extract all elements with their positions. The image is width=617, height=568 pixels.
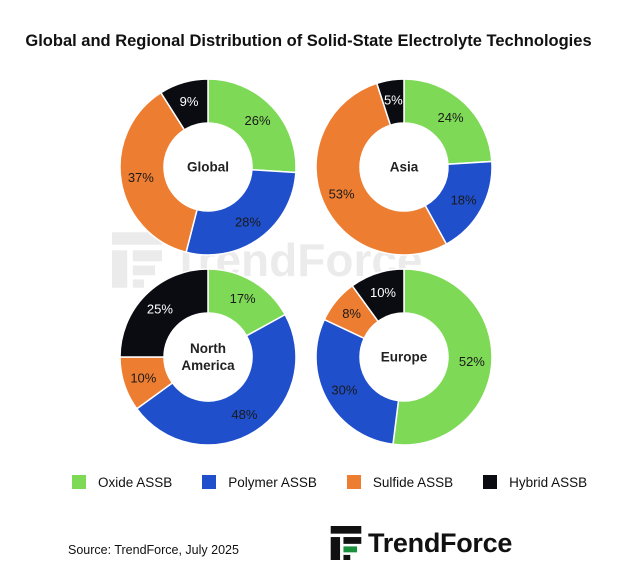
trendforce-logo: TrendForce — [330, 526, 512, 560]
data-label-global-sulfide-assb: 37% — [128, 170, 154, 185]
data-label-north-america-polymer-assb: 48% — [231, 407, 257, 422]
slice-north-america-polymer-assb — [135, 313, 297, 446]
slice-europe-polymer-assb — [315, 318, 400, 446]
slice-europe-oxide-assb — [392, 268, 493, 446]
data-label-global-hybrid-assb: 9% — [180, 94, 199, 109]
trendforce-logo-icon — [330, 526, 362, 560]
legend-label-polymer: Polymer ASSB — [228, 474, 317, 490]
legend-item-polymer: Polymer ASSB — [202, 475, 317, 490]
slice-europe-hybrid-assb — [351, 268, 405, 323]
legend-label-hybrid: Hybrid ASSB — [509, 474, 588, 490]
legend-item-sulfide: Sulfide ASSB — [346, 474, 454, 490]
legend-swatch-hybrid — [483, 475, 498, 489]
legend-item-oxide: Oxide ASSB — [72, 475, 172, 490]
data-label-asia-polymer-assb: 18% — [451, 192, 477, 207]
slice-global-hybrid-assb — [159, 78, 209, 131]
legend: Oxide ASSB Polymer ASSB Sulfide ASSB Hyb… — [72, 471, 587, 493]
chart-title: Global and Regional Distribution of Soli… — [25, 32, 592, 50]
donut-north-america: 17% 48% 10% 25% North America — [119, 268, 297, 446]
data-label-europe-sulfide-assb: 8% — [342, 306, 361, 321]
center-label-north-america-1: North — [190, 341, 226, 356]
donut-europe: 52% 30% 8% 10% Europe — [315, 268, 493, 446]
data-label-europe-polymer-assb: 30% — [331, 382, 357, 397]
legend-swatch-sulfide — [346, 475, 361, 489]
slice-global-oxide-assb — [207, 78, 297, 174]
data-label-north-america-hybrid-assb: 25% — [147, 301, 173, 316]
donut-charts: 26% 28% 37% 9% Global 24% 18% 53% 5% Asia 17% 48% 10… — [119, 78, 493, 446]
data-label-asia-oxide-assb: 24% — [438, 110, 464, 125]
slice-north-america-hybrid-assb — [119, 268, 209, 358]
center-label-north-america-2: America — [181, 358, 235, 373]
legend-swatch-oxide — [72, 475, 86, 489]
slice-asia-hybrid-assb — [375, 78, 405, 127]
donut-asia: 24% 18% 53% 5% Asia — [315, 78, 493, 256]
data-label-europe-oxide-assb: 52% — [459, 354, 485, 369]
data-label-global-polymer-assb: 28% — [235, 215, 261, 230]
data-label-north-america-sulfide-assb: 10% — [130, 371, 156, 386]
source-note: Source: TrendForce, July 2025 — [68, 543, 239, 557]
logo-text: TrendForce — [368, 527, 513, 558]
data-label-asia-hybrid-assb: 5% — [384, 92, 403, 107]
data-label-asia-sulfide-assb: 53% — [329, 187, 355, 202]
donut-global: 26% 28% 37% 9% Global — [119, 78, 297, 256]
legend-item-hybrid: Hybrid ASSB — [483, 475, 587, 490]
center-label-europe: Europe — [381, 350, 428, 365]
slice-global-sulfide-assb — [119, 91, 198, 254]
slice-global-polymer-assb — [185, 168, 297, 256]
data-label-global-oxide-assb: 26% — [245, 113, 271, 128]
center-label-global: Global — [187, 160, 229, 175]
legend-label-sulfide: Sulfide ASSB — [372, 474, 454, 490]
slice-asia-sulfide-assb — [315, 82, 448, 256]
data-label-north-america-oxide-assb: 17% — [230, 291, 256, 306]
center-label-asia: Asia — [390, 160, 419, 175]
data-label-europe-hybrid-assb: 10% — [370, 285, 396, 300]
legend-label-oxide: Oxide ASSB — [98, 474, 173, 490]
legend-swatch-polymer — [202, 475, 217, 489]
